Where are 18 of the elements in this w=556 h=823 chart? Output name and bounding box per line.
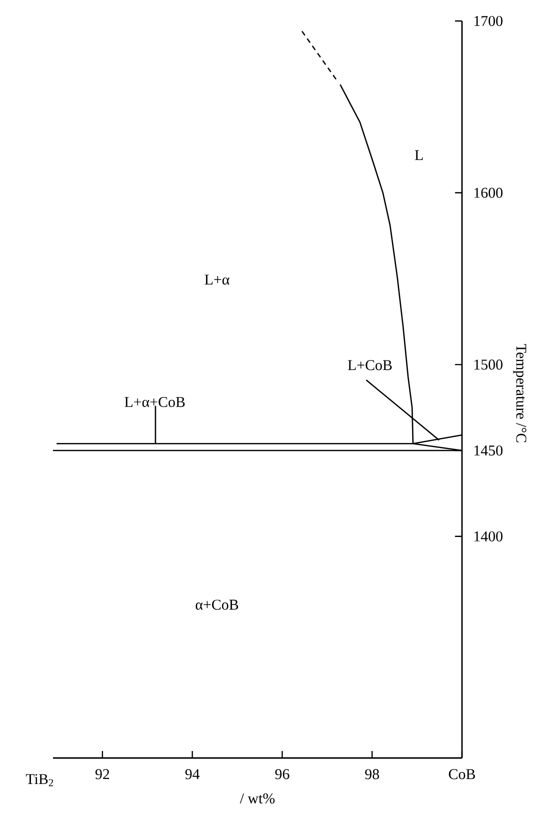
y-tick-label: 1600 (474, 188, 502, 198)
annotation: L+α+CoB (124, 397, 185, 408)
annotation: L (414, 150, 423, 160)
text: TiB$_{2}$ (26, 774, 54, 786)
y-tick-label: 1500 (474, 360, 502, 370)
x-tick-label: 92 (95, 769, 110, 780)
x-tick-label: 96 (275, 769, 290, 780)
annotation: α+CoB (196, 600, 238, 610)
x-axis-title: / wt% (240, 793, 275, 804)
y-tick-label: 1700 (474, 16, 502, 26)
annotation: L+α (204, 274, 230, 285)
y-tick-label: 1400 (474, 531, 502, 542)
annotation: L+CoB (348, 360, 392, 370)
x-tick-label: 94 (185, 769, 200, 780)
y-tick-label: 1450 (474, 445, 502, 456)
y-axis-title: Temperature /°C (513, 344, 526, 442)
x-tick-label: CoB (448, 769, 475, 780)
x-tick-label: 98 (365, 769, 380, 780)
